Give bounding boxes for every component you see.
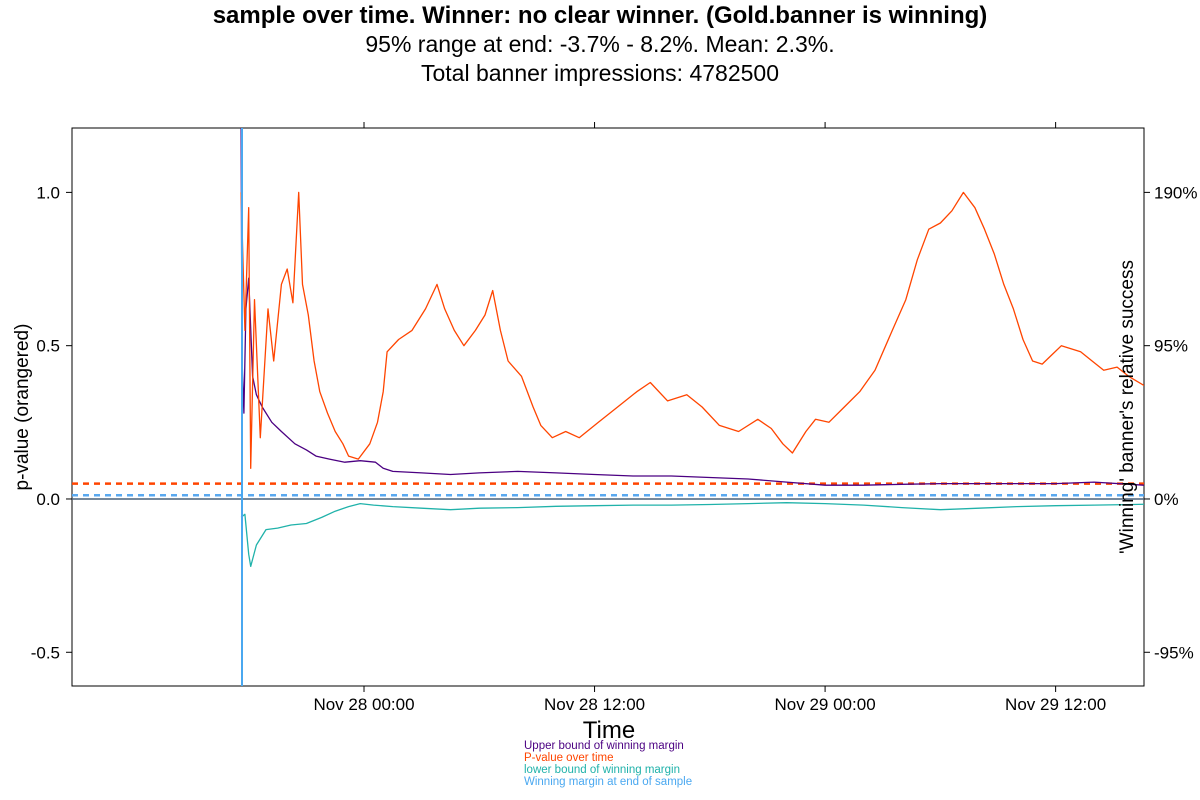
series-upper-bound-line xyxy=(240,128,1144,486)
chart-title: sample over time. Winner: no clear winne… xyxy=(212,2,988,29)
x-tick-label-3: Nov 29 12:00 xyxy=(1005,695,1106,714)
y-tick-label-left-3: 1.0 xyxy=(36,183,60,202)
axes: Nov 28 00:00 Nov 28 12:00 Nov 29 00:00 Nov … xyxy=(31,122,1197,714)
chart-subtitle-1: 95% range at end: -3.7% - 8.2%. Mean: 2.… xyxy=(365,31,835,57)
y-tick-label-right-3: 190% xyxy=(1154,183,1197,202)
reference-lines xyxy=(72,482,1144,500)
plot-frame xyxy=(71,127,1145,687)
y-axis-right-label: 'Winning' banner's relative success xyxy=(1117,260,1138,554)
legend-item-p-value: P-value over time xyxy=(524,752,614,764)
x-tick-label-1: Nov 28 12:00 xyxy=(544,695,645,714)
legend-item-winning-margin: Winning margin at end of sample xyxy=(524,776,693,788)
chart-subtitle-2: Total banner impressions: 4782500 xyxy=(420,60,779,86)
series-p-value-line xyxy=(240,191,1144,469)
legend-item-lower-bound: lower bound of winning margin xyxy=(524,764,680,776)
y-tick-label-right-0: -95% xyxy=(1154,643,1194,662)
series-lower-bound-line xyxy=(240,502,1144,568)
legend: Upper bound of winning margin P-value ov… xyxy=(524,740,692,788)
chart-title-block: sample over time. Winner: no clear winne… xyxy=(0,2,1200,88)
legend-item-upper-bound: Upper bound of winning margin xyxy=(524,740,684,752)
series-lines xyxy=(240,128,1144,686)
x-tick-label-0: Nov 28 00:00 xyxy=(313,695,414,714)
y-tick-label-left-2: 0.5 xyxy=(36,337,60,356)
y-tick-label-left-1: 0.0 xyxy=(36,490,60,509)
x-axis-label: Time xyxy=(583,717,635,744)
y-tick-label-left-0: -0.5 xyxy=(31,643,60,662)
y-tick-label-right-1: 0% xyxy=(1154,490,1179,509)
y-axis-left-label: p-value (orangered) xyxy=(12,324,33,491)
x-tick-label-2: Nov 29 00:00 xyxy=(775,695,876,714)
y-tick-label-right-2: 95% xyxy=(1154,337,1188,356)
